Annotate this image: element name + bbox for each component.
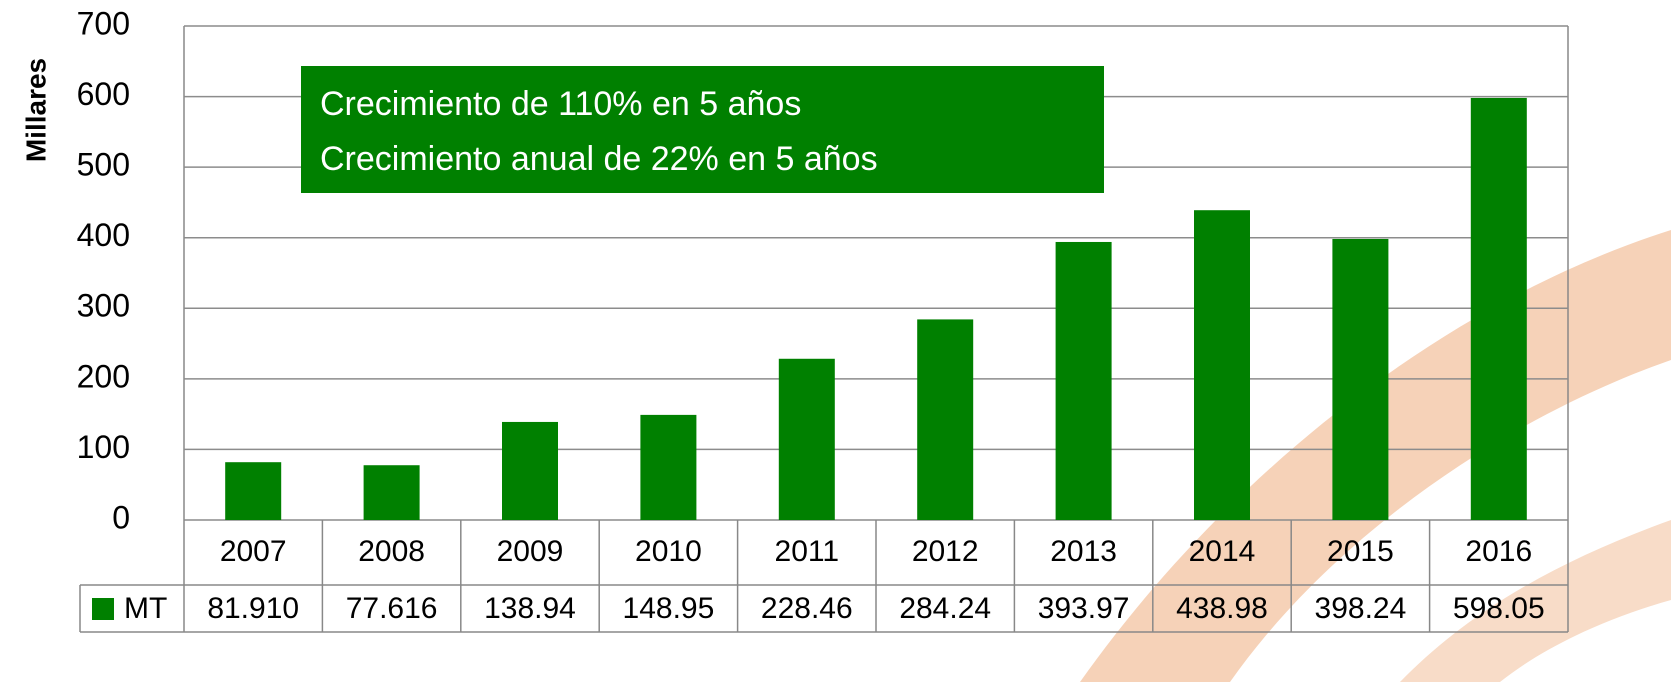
data-label: 77.616 (346, 592, 438, 625)
bar (1055, 241, 1112, 521)
y-tick-label: 0 (112, 499, 130, 535)
x-tick-label: 2014 (1189, 535, 1256, 568)
x-tick-label: 2009 (497, 535, 564, 568)
x-tick-label: 2015 (1327, 535, 1394, 568)
bar (778, 358, 835, 520)
y-tick-label: 300 (77, 288, 130, 324)
y-tick-label: 700 (77, 5, 130, 41)
x-tick-label: 2011 (775, 535, 840, 568)
data-label: 393.97 (1038, 592, 1130, 625)
data-label: 284.24 (899, 592, 991, 625)
y-tick-label: 500 (77, 147, 130, 183)
x-tick-label: 2013 (1050, 535, 1117, 568)
legend-swatch (92, 598, 114, 620)
bar (363, 465, 420, 520)
bar (640, 414, 697, 520)
x-tick-label: 2007 (220, 535, 287, 568)
data-label: 81.910 (207, 592, 299, 625)
x-tick-label: 2012 (912, 535, 979, 568)
y-tick-label: 200 (77, 358, 130, 394)
data-label: 438.98 (1176, 592, 1268, 625)
bar (1332, 238, 1389, 520)
y-tick-label: 100 (77, 429, 130, 465)
y-axis-label: Millares (20, 58, 51, 162)
y-tick-label: 600 (77, 76, 130, 112)
data-label: 228.46 (761, 592, 853, 625)
data-label: 138.94 (484, 592, 576, 625)
data-label: 148.95 (623, 592, 715, 625)
bar (1470, 97, 1527, 520)
legend-label: MT (124, 592, 167, 625)
background-arc (1400, 520, 1671, 682)
bar (502, 421, 558, 520)
bar (1194, 210, 1250, 520)
annotation-box (301, 66, 1104, 193)
bar (917, 319, 974, 520)
data-label: 598.05 (1453, 592, 1545, 625)
bar (225, 462, 282, 520)
y-tick-label: 400 (77, 217, 130, 253)
x-tick-label: 2010 (635, 535, 702, 568)
x-tick-label: 2008 (358, 535, 425, 568)
x-tick-label: 2016 (1465, 535, 1532, 568)
annotation: Crecimiento anual de 22% en 5 años (320, 140, 878, 178)
data-label: 398.24 (1315, 592, 1407, 625)
annotation: Crecimiento de 110% en 5 años (320, 85, 801, 123)
